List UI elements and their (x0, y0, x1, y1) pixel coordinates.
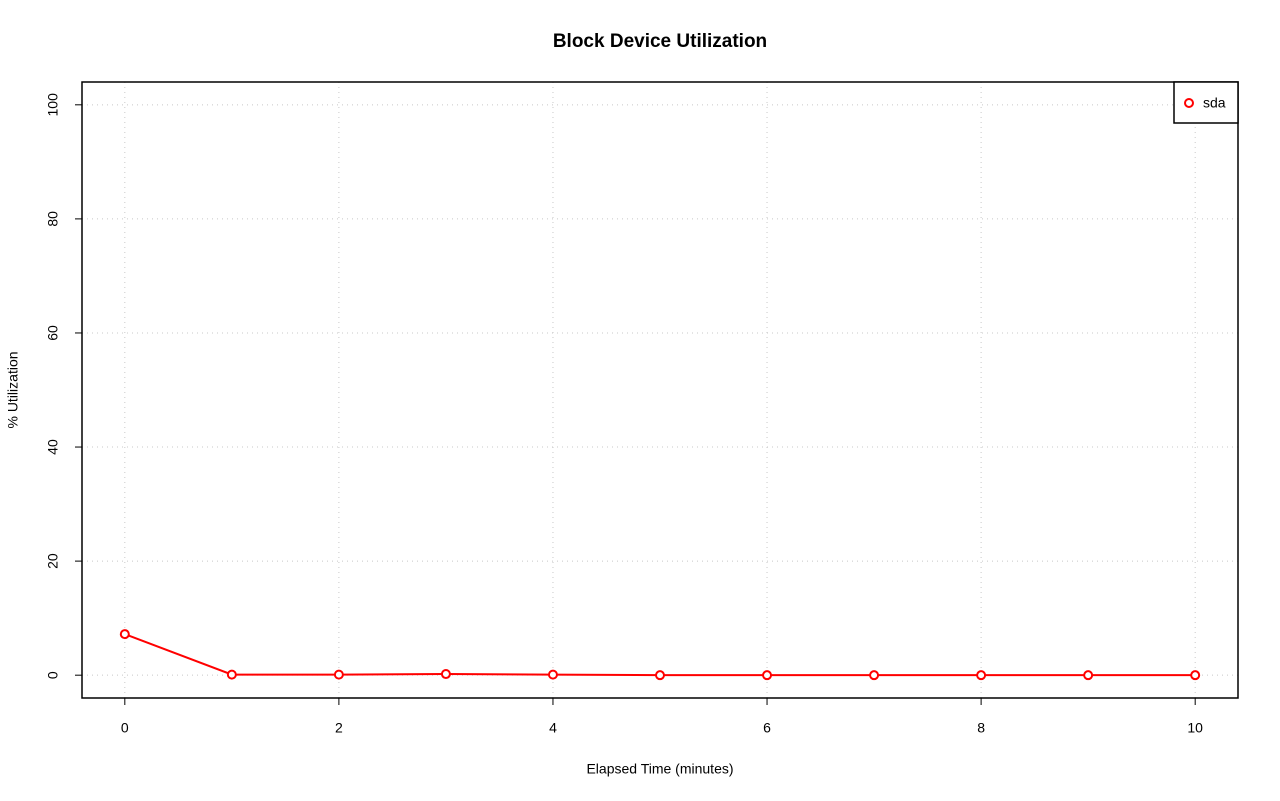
x-tick-label: 10 (1187, 720, 1203, 736)
point (226, 669, 237, 680)
point (119, 629, 130, 640)
point (762, 670, 773, 681)
point (976, 670, 987, 681)
point (655, 670, 665, 681)
x-tick-label: 0 (121, 720, 129, 736)
y-tick-label: 80 (45, 211, 61, 227)
line (124, 633, 1196, 677)
x-tick-label: 8 (977, 720, 985, 736)
y-tick-label: 20 (45, 553, 61, 569)
y-tick-label: 40 (45, 439, 61, 455)
x-axis-label: Elapsed Time (minutes) (586, 761, 733, 777)
x-tick-label: 6 (763, 720, 771, 736)
x-tick-label: 2 (335, 720, 343, 736)
x-tick-label: 4 (549, 720, 557, 736)
y-tick-label: 60 (45, 325, 61, 341)
legend-label: sda (1203, 95, 1226, 111)
point (333, 669, 344, 680)
y-axis-label: % Utilization (5, 351, 21, 428)
legend-marker (1184, 98, 1194, 108)
point (869, 670, 880, 681)
point (440, 669, 451, 680)
point (1083, 670, 1094, 681)
y-tick-label: 0 (45, 671, 61, 679)
y-tick-label: 100 (45, 93, 61, 117)
chart-title: Block Device Utilization (553, 31, 767, 52)
point (547, 669, 558, 680)
point (1190, 670, 1201, 681)
plot-frame (81, 81, 1239, 699)
